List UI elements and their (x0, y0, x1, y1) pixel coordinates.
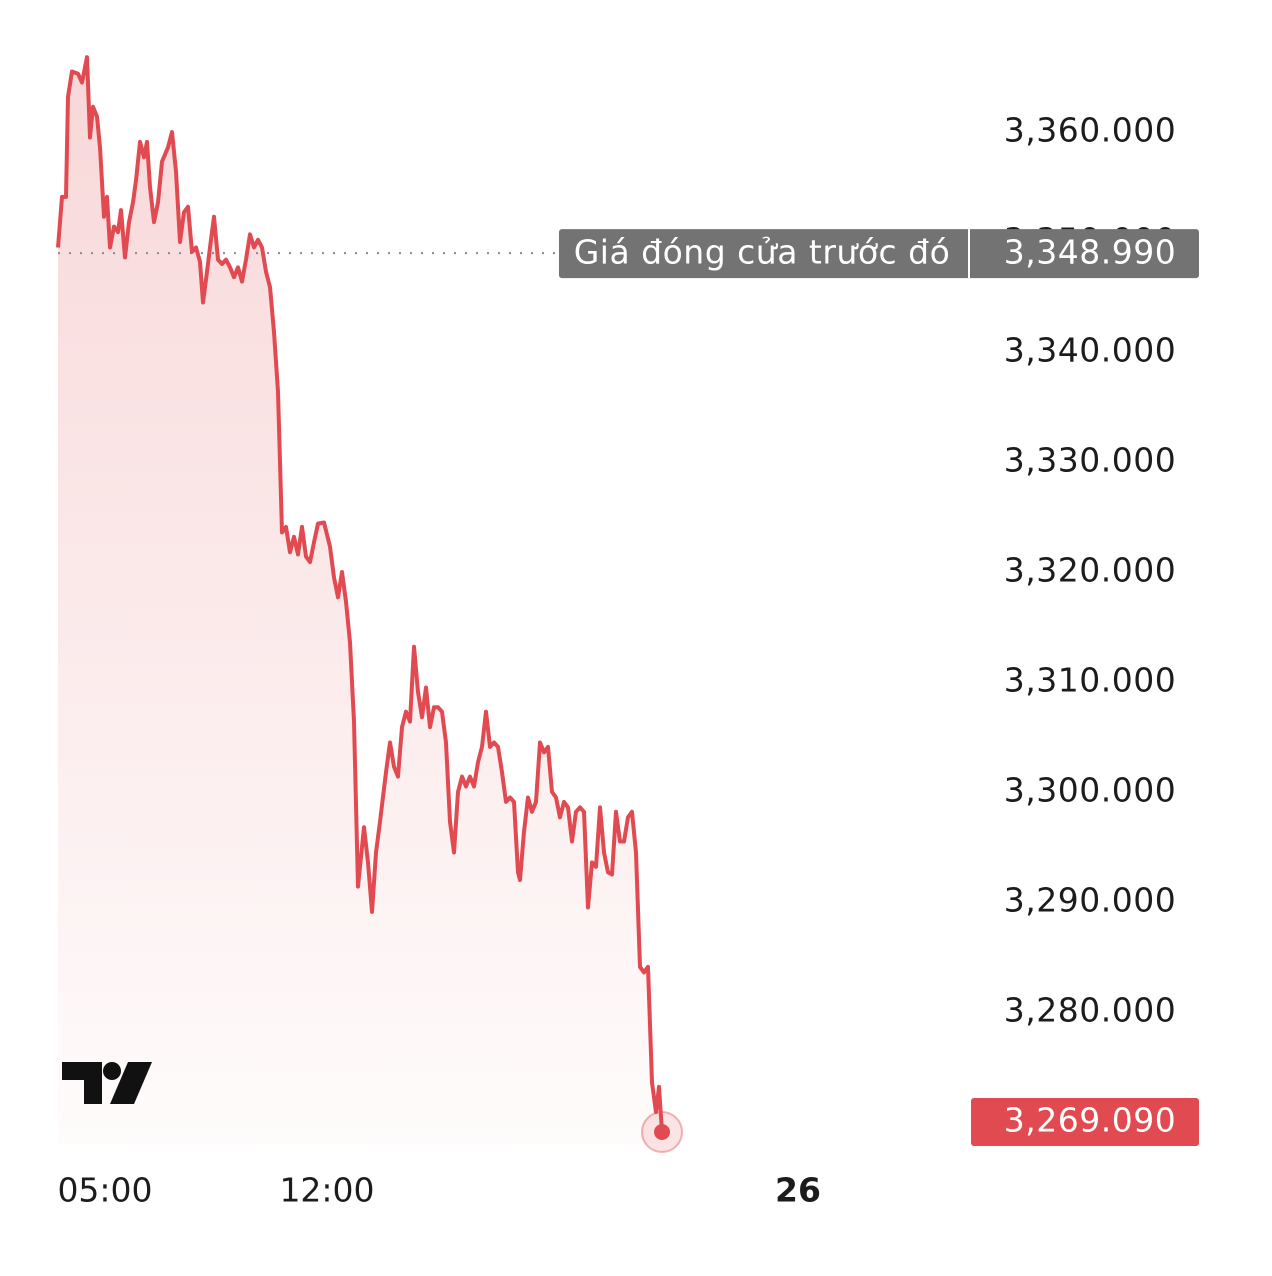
y-tick-label: 3,360.000 (1004, 111, 1176, 150)
area (58, 57, 662, 1145)
y-tick-label: 3,280.000 (1004, 991, 1176, 1030)
last-price-label: 3,269.090 (1004, 1101, 1176, 1140)
price-line (56, 55, 664, 1133)
reference-value: 3,348.990 (1004, 233, 1176, 272)
x-tick-label: 05:00 (57, 1171, 152, 1210)
reference-label: Giá đóng cửa trước đó (574, 233, 951, 272)
y-tick-label: 3,330.000 (1004, 441, 1176, 480)
y-tick-label: 3,310.000 (1004, 661, 1176, 700)
y-tick-label: 3,300.000 (1004, 771, 1176, 810)
logo (62, 1062, 152, 1104)
x-tick-label: 26 (775, 1171, 821, 1210)
y-tick-label: 3,340.000 (1004, 331, 1176, 370)
x-tick-label: 12:00 (279, 1171, 374, 1210)
y-tick-label: 3,320.000 (1004, 551, 1176, 590)
last-point (654, 1124, 670, 1141)
last-price-box (971, 1098, 1199, 1147)
y-tick-label: 3,290.000 (1004, 881, 1176, 920)
reference-label-box (559, 229, 1199, 279)
